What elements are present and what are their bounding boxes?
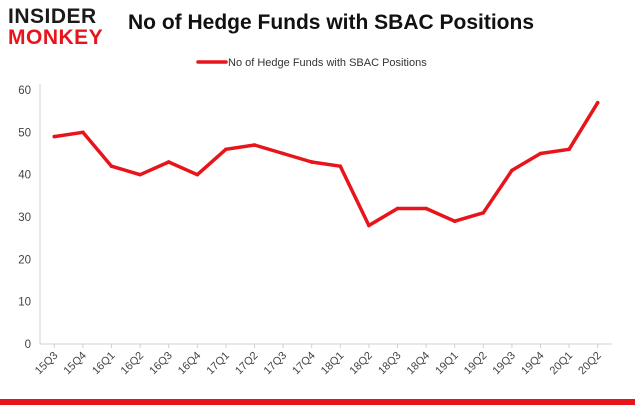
- chart-axes: [39, 84, 612, 345]
- data-point: [252, 143, 257, 147]
- y-tick-label: 60: [18, 85, 31, 97]
- x-tick-label: 17Q1: [204, 350, 232, 378]
- data-point: [166, 160, 171, 164]
- data-point: [395, 206, 400, 211]
- logo-text-monkey: MONKEY: [8, 26, 104, 49]
- chart-title: No of Hedge Funds with SBAC Positions: [128, 11, 534, 34]
- legend-label: No of Hedge Funds with SBAC Positions: [228, 57, 427, 69]
- x-tick-label: 17Q3: [262, 350, 290, 378]
- data-point: [538, 151, 543, 156]
- chart-series: [52, 100, 600, 228]
- y-tick-label: 0: [25, 339, 31, 351]
- x-tick-label: 20Q2: [576, 350, 604, 378]
- y-tick-label: 40: [18, 170, 31, 182]
- data-point: [109, 164, 114, 168]
- data-point: [595, 100, 600, 105]
- series-line: [52, 100, 600, 228]
- x-tick-label: 15Q3: [33, 350, 61, 378]
- x-tick-label: 16Q4: [176, 350, 204, 378]
- x-tick-label: 19Q2: [462, 350, 490, 378]
- data-point: [452, 219, 457, 224]
- x-tick-label: 16Q2: [119, 350, 147, 378]
- data-point: [338, 164, 343, 168]
- x-tick-label: 16Q1: [90, 350, 118, 378]
- data-point: [510, 168, 514, 173]
- chart-legend: No of Hedge Funds with SBAC Positions: [196, 57, 427, 69]
- insider-monkey-logo: INSIDER MONKEY: [8, 6, 118, 50]
- data-point: [367, 223, 371, 228]
- data-point: [224, 147, 228, 152]
- logo-text-insider: INSIDER: [8, 5, 97, 28]
- x-tick-label: 17Q4: [290, 350, 318, 378]
- x-tick-label: 17Q2: [233, 350, 261, 378]
- data-point: [195, 172, 200, 177]
- brand-bottom-bar: [0, 399, 635, 405]
- data-point: [424, 206, 428, 211]
- y-tick-label: 10: [18, 297, 31, 309]
- data-point: [138, 172, 142, 177]
- x-tick-label: 18Q2: [347, 350, 375, 378]
- x-tick-label: 19Q1: [433, 350, 461, 378]
- x-tick-label: 18Q3: [376, 350, 404, 378]
- data-point: [309, 160, 314, 164]
- data-point: [281, 151, 285, 156]
- y-tick-label: 50: [18, 127, 31, 139]
- y-tick-label: 30: [18, 212, 31, 224]
- x-tick-label: 18Q1: [319, 350, 347, 378]
- data-point: [52, 134, 57, 139]
- data-point: [81, 130, 85, 135]
- data-point: [567, 147, 571, 152]
- x-tick-label: 15Q4: [61, 350, 89, 378]
- x-tick-label: 18Q4: [405, 350, 433, 378]
- y-axis-ticks: 0 10 20 30 40 50 60: [18, 85, 31, 351]
- y-tick-label: 20: [18, 254, 31, 266]
- data-point: [481, 210, 486, 215]
- x-tick-label: 20Q1: [548, 350, 576, 378]
- x-tick-label: 19Q3: [490, 350, 518, 378]
- x-axis-ticks: 15Q3 15Q4 16Q1 16Q2 16Q3 16Q4 17Q1 17Q2 17Q3 17Q4…: [33, 344, 604, 377]
- x-tick-label: 16Q3: [147, 350, 175, 378]
- x-tick-label: 19Q4: [519, 350, 547, 378]
